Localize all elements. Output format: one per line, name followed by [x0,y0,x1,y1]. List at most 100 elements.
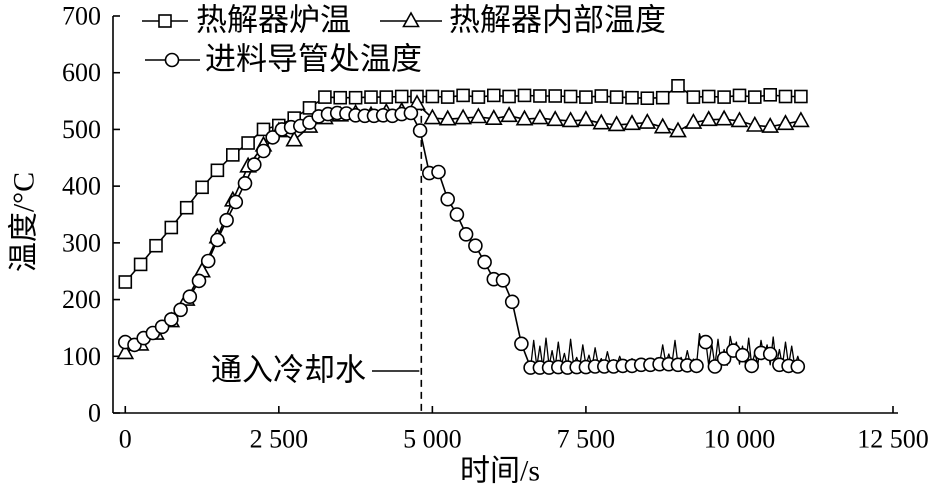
data-point-square [563,89,578,104]
data-point-triangle [285,130,304,147]
x-tick-label: 7 500 [557,425,616,454]
data-point-circle [477,254,492,270]
data-point-circle [403,105,419,121]
data-point-square [425,89,440,104]
data-point-circle [744,358,760,374]
data-point-square [594,89,609,103]
data-point-triangle [484,109,503,125]
y-tick-label: 200 [62,285,101,314]
data-point-circle [173,302,188,318]
data-point-circle [468,238,483,253]
annotation-label: 通入冷却水 [211,353,366,388]
legend-item: 热解器炉温 [142,3,351,38]
data-point-circle [762,346,778,362]
data-point-circle [440,191,456,207]
y-tick-label: 600 [62,58,101,87]
legend: 热解器炉温 热解器内部温度 进料导管处温度 [142,3,666,77]
data-point-circle [707,359,723,374]
data-point-square [133,257,148,272]
data-point-square [364,90,378,104]
legend-label: 热解器炉温 [196,3,351,38]
y-tick-label: 100 [62,342,101,371]
data-point-circle [247,157,262,172]
data-point-circle [237,176,253,191]
data-point-triangle [592,113,611,130]
x-tick-label: 10 000 [704,425,776,454]
y-tick-label: 400 [62,172,101,201]
legend-item: 热解器内部温度 [380,3,666,38]
data-point-triangle [577,110,595,127]
data-point-triangle [454,108,472,125]
data-point-square [778,89,793,104]
data-point-circle [228,194,244,210]
data-point-circle [265,130,281,145]
data-point-square [226,148,240,162]
data-point-square [609,90,624,104]
data-point-circle [256,143,271,159]
data-point-square [195,180,209,195]
annotation: 通入冷却水 [211,103,423,413]
data-point-circle [219,212,234,228]
data-point-square [440,90,455,104]
data-point-circle [504,294,520,310]
data-point-circle [412,123,428,138]
data-point-square [241,136,255,150]
data-point-circle [790,359,806,374]
data-point-square [502,89,516,104]
x-tick-label: 12 500 [857,425,929,454]
y-axis-label: 温度/°C [8,172,41,272]
data-point-circle [431,164,446,180]
data-point-circle [449,207,465,222]
data-point-square [333,90,348,105]
data-point-triangle [116,343,135,360]
data-point-triangle [623,114,641,131]
data-point-circle [164,312,179,327]
data-point-square [118,275,133,289]
data-point-square [471,90,486,104]
x-tick-label: 5 000 [403,425,462,454]
data-point-triangle [730,111,749,128]
data-point-circle [495,272,511,288]
data-point-triangle [531,108,549,125]
legend-label: 热解器内部温度 [449,3,666,38]
data-point-circle [716,351,732,366]
data-point-circle [458,227,474,242]
data-point-square [701,89,716,104]
data-point-triangle [561,111,580,128]
data-point-square [671,79,685,93]
data-point-triangle [607,115,626,132]
data-point-square [164,220,179,235]
axes: 0 100 200 300 400 500 600 700 0 2 500 5 000 7 500 10… [62,2,929,454]
data-point-circle [689,358,704,374]
data-point-square [794,89,808,104]
data-markers [116,79,810,375]
data-point-square [533,89,547,103]
y-tick-label: 300 [62,228,101,257]
data-point-triangle [761,116,780,133]
data-point-square [256,122,271,137]
legend-label: 进料导管处温度 [205,42,422,77]
data-point-triangle [669,121,687,138]
data-point-circle [191,273,207,289]
data-point-square [640,91,655,105]
data-point-circle [210,232,225,248]
data-point-square [548,89,563,103]
data-point-square [394,89,409,104]
data-point-triangle [745,115,764,132]
data-point-circle [735,347,750,363]
data-point-square [318,90,332,104]
data-point-square [763,88,778,102]
data-point-square [486,88,501,103]
data-point-triangle [699,110,718,127]
data-point-triangle [715,109,733,126]
data-point-square [625,90,639,105]
x-tick-label: 2 500 [250,425,309,454]
data-point-square [579,90,593,104]
data-point-triangle [684,112,703,129]
y-tick-label: 0 [88,399,101,428]
data-point-triangle [653,117,672,134]
x-axis-label: 时间/s [460,455,540,488]
data-point-square [210,163,225,178]
x-tick-label: 0 [119,425,132,454]
